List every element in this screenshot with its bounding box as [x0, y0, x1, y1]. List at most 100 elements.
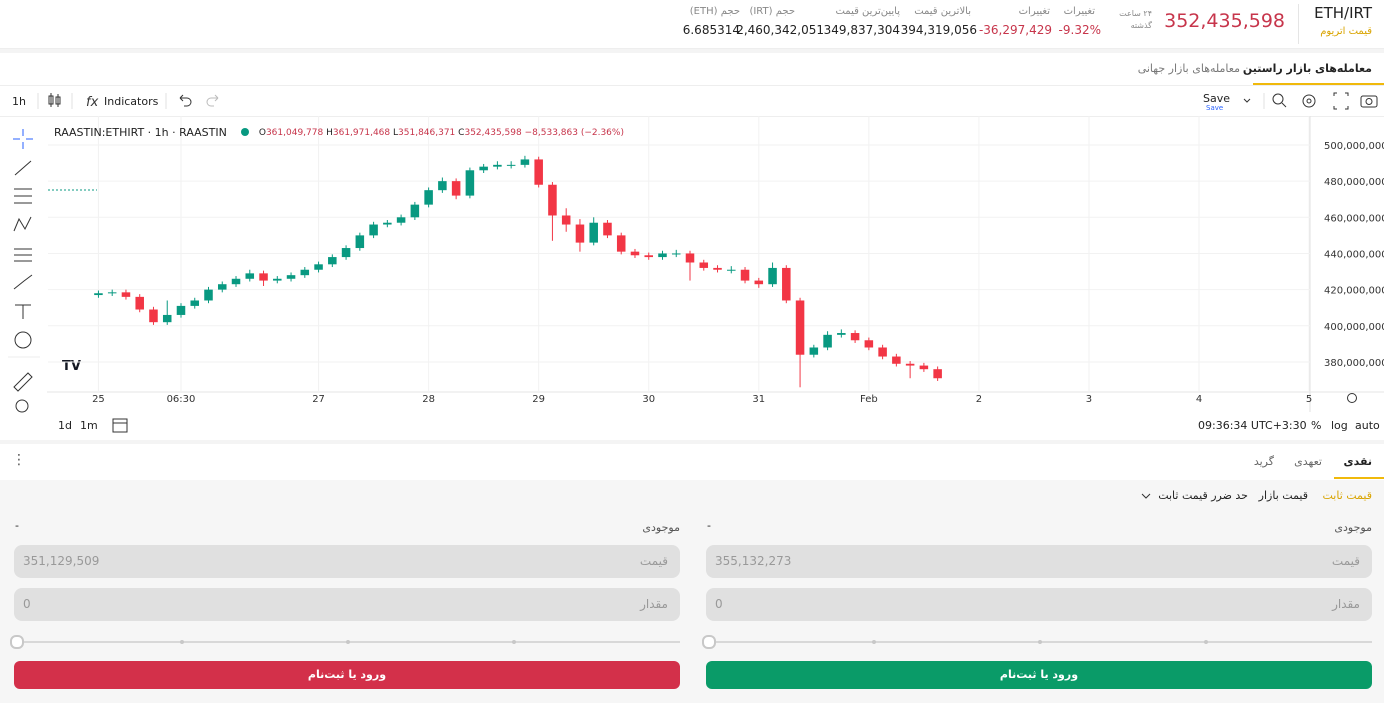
status-dot: [240, 128, 249, 136]
pattern-tool[interactable]: [13, 216, 32, 232]
separator: [0, 49, 1384, 53]
chart-option[interactable]: %: [1311, 419, 1322, 432]
candle-body: [837, 333, 846, 335]
period-label: گذشته: [1130, 21, 1152, 30]
candle-body: [479, 166, 488, 171]
chart: TV 380,000,000 400,000,000 420,000,000 440,…: [47, 116, 1384, 412]
axis-settings: [1347, 393, 1357, 403]
range-button[interactable]: 1m: [80, 419, 98, 432]
toolbar-icons: fx: [37, 93, 219, 110]
stat-value: -36,297,429: [978, 23, 1052, 37]
pair[interactable]: ETH/IRT: [1314, 4, 1372, 22]
candle-body: [740, 269, 750, 281]
candle-body: [314, 264, 323, 270]
slider-thumb[interactable]: [702, 635, 716, 649]
date-range-icon[interactable]: [104, 412, 134, 440]
candle-icon[interactable]: [48, 93, 61, 107]
range-button[interactable]: 1d: [58, 419, 72, 432]
candle-body: [493, 164, 502, 167]
slider-step: [1204, 640, 1208, 644]
trade-tab[interactable]: گرید: [1253, 455, 1274, 468]
candle-body: [905, 363, 915, 366]
candle-body: [754, 280, 764, 285]
ohlc-label: L: [393, 128, 399, 138]
fib-tool[interactable]: [14, 188, 32, 204]
chart-legend: RAASTIN:ETHIRT · 1h · RAASTIN O361,049,7…: [54, 126, 624, 139]
candle-body: [823, 334, 832, 348]
input-label: قیمت: [1331, 554, 1360, 568]
save-button[interactable]: Save: [1203, 92, 1231, 105]
ohlc-label: H: [326, 128, 333, 138]
slider-thumb[interactable]: [10, 635, 24, 649]
fullscreen-icon[interactable]: [1333, 92, 1349, 110]
candle-body: [273, 278, 282, 281]
candle-body: [782, 267, 791, 301]
settings-icon[interactable]: [1302, 94, 1316, 108]
candle-body: [548, 184, 557, 216]
candle-body: [328, 257, 337, 265]
zoom-icon[interactable]: [1272, 93, 1287, 108]
candle-body: [850, 333, 860, 341]
y-tick-label: 480,000,000: [1324, 177, 1384, 188]
chart-option[interactable]: log: [1331, 419, 1348, 432]
candle-body: [176, 305, 186, 315]
trade-tab[interactable]: تعهدی: [1294, 455, 1322, 468]
market-tab[interactable]: معامله‌های بازار جهانی: [1137, 62, 1240, 75]
market-tab[interactable]: معامله‌های بازار راستین: [1242, 62, 1372, 75]
slider-step: [180, 640, 184, 644]
y-tick-label: 500,000,000: [1324, 141, 1384, 152]
chevron[interactable]: [1140, 490, 1152, 502]
candle-body: [135, 296, 144, 310]
chart-option[interactable]: auto: [1355, 419, 1380, 432]
interval[interactable]: 1h: [12, 95, 26, 108]
candle-body: [410, 204, 420, 218]
ohlc-value: 361,971,468: [332, 128, 391, 138]
trend-tool[interactable]: [14, 160, 32, 176]
x-tick-label: 4: [1196, 394, 1202, 405]
price-input[interactable]: قیمت 355,132,273: [706, 545, 1372, 578]
chevron[interactable]: [1243, 98, 1251, 103]
candle-body: [451, 181, 461, 196]
order-type[interactable]: قیمت بازار: [1258, 489, 1308, 502]
amount-input[interactable]: مقدار 0: [14, 588, 680, 621]
input-label: قیمت: [639, 554, 668, 568]
x-tick-label: 2: [976, 394, 982, 405]
candle-body: [369, 224, 378, 236]
price-input[interactable]: قیمت 351,129,509: [14, 545, 680, 578]
sell-button[interactable]: ورود یا ثبت‌نام: [14, 661, 680, 689]
brush-tool[interactable]: [13, 274, 33, 290]
candle-body: [383, 222, 392, 225]
candle-body: [506, 164, 516, 166]
order-type[interactable]: حد ضرر قیمت ثابت: [1158, 489, 1248, 502]
zoom-tool[interactable]: [15, 399, 29, 413]
candle-body: [561, 215, 571, 225]
ohlc-label: C: [458, 128, 465, 138]
text-tool[interactable]: [15, 304, 31, 319]
ohlc-value: 351,846,371: [398, 128, 456, 138]
redo[interactable]: [206, 94, 219, 107]
candle-body: [727, 269, 736, 271]
order-type[interactable]: قیمت ثابت: [1322, 489, 1372, 502]
buy-button[interactable]: ورود یا ثبت‌نام: [706, 661, 1372, 689]
undo[interactable]: [179, 94, 192, 107]
candle-body: [204, 289, 213, 301]
screenshot-icon[interactable]: [1360, 95, 1378, 108]
projection-tool[interactable]: [14, 248, 32, 262]
y-tick-label: 420,000,000: [1324, 286, 1384, 297]
candle-body: [630, 251, 640, 256]
amount-input[interactable]: مقدار 0: [706, 588, 1372, 621]
trade-tab[interactable]: نقدی: [1343, 455, 1372, 468]
candle-body: [396, 217, 406, 223]
menu-dots[interactable]: ⋮: [12, 452, 26, 468]
candle-body: [575, 224, 585, 243]
ohlc-value: 361,049,778: [265, 128, 324, 138]
candle-body: [603, 222, 612, 236]
slider-step: [346, 640, 350, 644]
emoji-tool[interactable]: [14, 331, 32, 349]
ruler-tool[interactable]: [13, 372, 33, 392]
x-tick-label: 30: [642, 394, 655, 405]
indicators-button[interactable]: Indicators: [104, 95, 159, 108]
crosshair-tool[interactable]: [13, 129, 33, 149]
separator: [0, 85, 1384, 86]
period-label: ۲۴ ساعت: [1119, 9, 1152, 18]
